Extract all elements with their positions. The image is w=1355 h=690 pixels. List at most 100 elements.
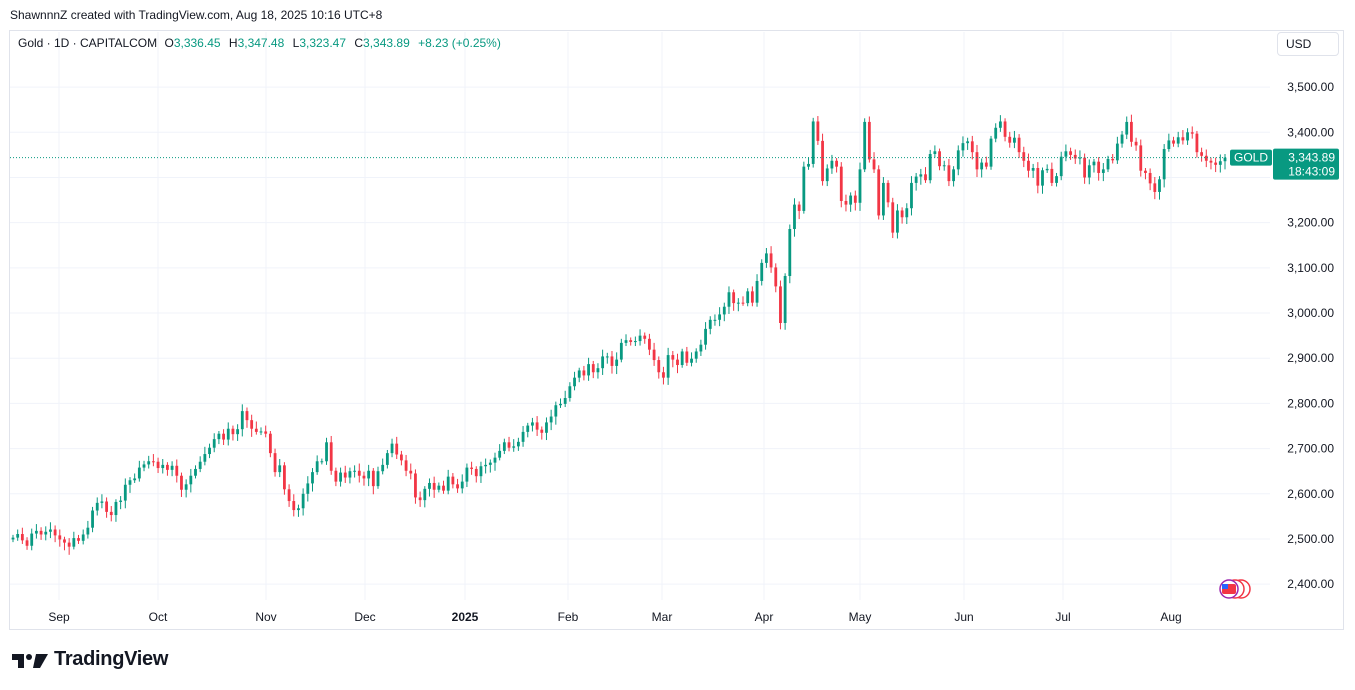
currency-button[interactable]: USD bbox=[1277, 32, 1339, 56]
candle bbox=[713, 314, 717, 326]
candle bbox=[839, 162, 843, 208]
candle bbox=[306, 476, 310, 502]
candle bbox=[1106, 155, 1110, 173]
candle bbox=[30, 528, 34, 551]
candle bbox=[1111, 153, 1115, 164]
candle bbox=[123, 478, 127, 509]
candle bbox=[619, 338, 623, 363]
candle bbox=[657, 356, 661, 379]
candle bbox=[1214, 157, 1218, 173]
candle bbox=[1167, 133, 1171, 152]
tradingview-logo-text: TradingView bbox=[54, 648, 169, 670]
candle bbox=[217, 430, 221, 445]
candle bbox=[1045, 164, 1049, 173]
candle bbox=[708, 316, 712, 335]
candle bbox=[1181, 130, 1185, 145]
candle bbox=[774, 263, 778, 293]
candle bbox=[166, 462, 169, 476]
candle bbox=[825, 164, 829, 187]
candle bbox=[442, 480, 445, 494]
candle bbox=[1050, 162, 1054, 187]
candle bbox=[881, 177, 885, 220]
candle bbox=[470, 461, 473, 475]
candle bbox=[1148, 168, 1152, 191]
candle bbox=[381, 458, 385, 475]
candle bbox=[648, 333, 651, 356]
y-tick-label: 3,500.00 bbox=[1287, 80, 1334, 94]
candle bbox=[264, 425, 268, 438]
candle bbox=[783, 273, 787, 330]
candle bbox=[741, 296, 745, 306]
y-tick-label: 2,900.00 bbox=[1287, 351, 1334, 365]
us-events-flag-icon[interactable] bbox=[1219, 579, 1251, 599]
candle bbox=[498, 444, 502, 461]
candle bbox=[1059, 151, 1063, 181]
candle bbox=[666, 347, 670, 385]
candle bbox=[175, 459, 179, 483]
low-value: 3,323.47 bbox=[299, 36, 347, 50]
candle bbox=[942, 160, 946, 171]
candle bbox=[63, 536, 66, 551]
candle bbox=[339, 467, 342, 487]
candle bbox=[577, 367, 581, 383]
candle bbox=[811, 117, 815, 168]
candle bbox=[1190, 126, 1194, 139]
candle bbox=[189, 468, 193, 493]
candle bbox=[1031, 163, 1035, 178]
candle bbox=[507, 436, 511, 452]
candle bbox=[961, 136, 965, 157]
candle bbox=[680, 348, 684, 368]
y-tick-label: 3,000.00 bbox=[1287, 306, 1334, 320]
x-tick-label: Jul bbox=[1055, 610, 1070, 624]
candle bbox=[451, 473, 455, 489]
symbol-tag-text: GOLD bbox=[1234, 151, 1268, 165]
candle bbox=[437, 482, 441, 493]
candle bbox=[109, 506, 113, 522]
candle bbox=[835, 158, 839, 173]
candles bbox=[11, 114, 1227, 555]
candle bbox=[292, 494, 296, 517]
candle bbox=[975, 144, 979, 178]
candle bbox=[254, 421, 258, 435]
candle bbox=[1078, 150, 1082, 165]
candle bbox=[1115, 136, 1119, 164]
candle bbox=[867, 116, 871, 163]
symbol-legend: Gold · 1D · CAPITALCOM O3,336.45 H3,347.… bbox=[18, 36, 506, 50]
candle bbox=[203, 446, 207, 466]
candle bbox=[704, 322, 707, 350]
candle bbox=[325, 437, 328, 465]
candle bbox=[807, 157, 810, 170]
candle bbox=[1125, 116, 1129, 140]
candle bbox=[1176, 131, 1180, 148]
candle bbox=[596, 363, 600, 379]
x-tick-label: Dec bbox=[354, 610, 375, 624]
last-price-text: 3,343.89 bbox=[1288, 151, 1335, 165]
candle bbox=[947, 158, 951, 187]
candle bbox=[301, 488, 305, 516]
close-label: C bbox=[354, 36, 364, 50]
candle bbox=[86, 520, 90, 539]
candle bbox=[105, 497, 108, 518]
candle bbox=[989, 135, 993, 170]
chart-credit: ShawnnnZ created with TradingView.com, A… bbox=[10, 8, 383, 22]
candle bbox=[1055, 172, 1058, 187]
time-axis: Sep Oct Nov Dec 2025 Feb Mar Apr May Jun Jul Aug bbox=[48, 610, 1181, 624]
candle bbox=[690, 352, 693, 367]
candle bbox=[512, 439, 516, 452]
candle bbox=[853, 190, 857, 211]
candle bbox=[956, 145, 960, 176]
candle bbox=[72, 531, 76, 550]
candle bbox=[1195, 130, 1199, 158]
candle bbox=[610, 351, 614, 374]
candle bbox=[863, 118, 867, 173]
candle bbox=[896, 204, 899, 239]
candle bbox=[1200, 147, 1204, 162]
candle bbox=[886, 180, 890, 208]
candle bbox=[151, 454, 155, 467]
chart-pane[interactable] bbox=[9, 30, 1344, 630]
candle bbox=[1204, 149, 1208, 168]
candle bbox=[980, 158, 984, 178]
candle bbox=[1134, 137, 1138, 151]
